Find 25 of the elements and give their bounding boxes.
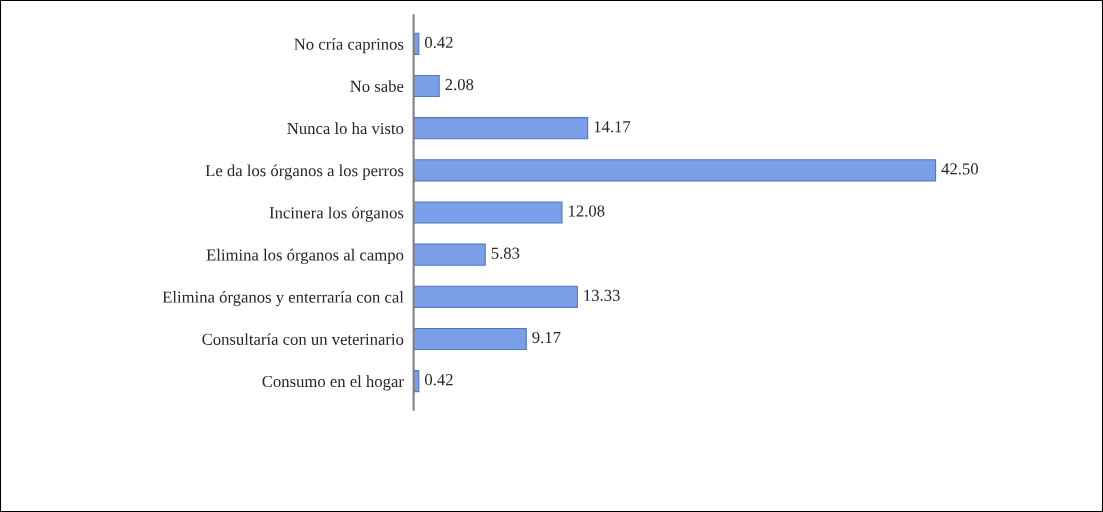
data-label: 42.50 <box>941 163 978 175</box>
data-label: 2.08 <box>445 78 474 91</box>
bar <box>413 327 527 351</box>
y-tick-label: Incinera los órganos <box>269 206 404 222</box>
y-tick-label: Le da los órganos a los perros <box>205 164 404 180</box>
bar <box>413 201 563 224</box>
y-tick-label: Consultaría con un veterinario <box>202 333 404 345</box>
bar <box>413 159 937 182</box>
y-tick-label: Elimina los órganos al campo <box>206 248 404 265</box>
bar <box>413 117 589 140</box>
data-label: 12.08 <box>569 205 605 217</box>
y-tick-label: Consumo en el hogar <box>262 375 404 391</box>
y-tick-label: Nunca lo ha visto <box>287 122 404 135</box>
data-label: 14.17 <box>594 121 631 133</box>
bar <box>413 74 440 98</box>
bar <box>413 285 578 308</box>
y-tick-label: Elimina órganos y enterraría con cal <box>162 291 404 307</box>
bar <box>413 243 486 266</box>
data-label: 13.33 <box>584 289 620 302</box>
data-label: 9.17 <box>532 331 561 344</box>
data-label: 0.42 <box>424 36 453 49</box>
y-tick-label: No cría caprinos <box>294 38 404 54</box>
y-tick-label: No sabe <box>350 80 404 92</box>
data-label: 5.83 <box>491 247 520 259</box>
data-label: 0.42 <box>424 374 453 386</box>
